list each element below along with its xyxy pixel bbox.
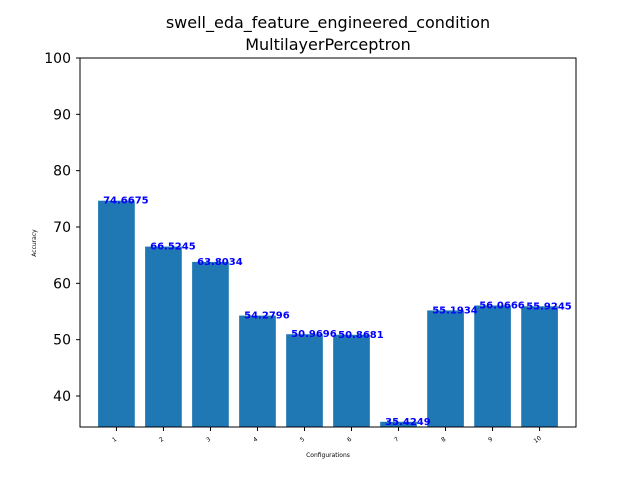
x-tick-label: 10 xyxy=(533,435,543,445)
chart-title: swell_eda_feature_engineered_condition xyxy=(166,13,490,33)
x-axis: 1 2 3 4 5 6 7 8 9 10 xyxy=(111,427,543,445)
y-axis: 40 50 60 70 80 90 100 xyxy=(44,51,80,405)
x-tick-label: 3 xyxy=(205,436,212,444)
x-tick-label: 6 xyxy=(346,436,353,444)
y-tick-label: 60 xyxy=(53,276,71,292)
plot-frame xyxy=(79,57,577,428)
bar-5 xyxy=(286,334,323,427)
y-tick-label: 80 xyxy=(53,164,71,180)
data-label-2: 66.5245 xyxy=(150,242,196,253)
bar-3 xyxy=(192,261,229,427)
y-tick-label: 70 xyxy=(53,220,71,236)
x-tick-label: 5 xyxy=(299,436,306,444)
bar-7 xyxy=(380,421,417,427)
x-axis-label: Configurations xyxy=(306,452,350,459)
bar-1 xyxy=(98,200,135,427)
bar-6 xyxy=(333,334,370,427)
data-label-9: 56.0666 xyxy=(479,301,525,312)
data-label-1: 74.6675 xyxy=(103,196,149,207)
chart-subtitle: MultilayerPerceptron xyxy=(245,35,411,54)
bar-group xyxy=(98,200,558,427)
y-tick-label: 90 xyxy=(53,107,71,123)
bar-9 xyxy=(474,305,511,427)
data-label-6: 50.8681 xyxy=(338,330,384,341)
x-tick-label: 9 xyxy=(487,436,494,444)
x-tick-label: 2 xyxy=(158,436,165,444)
bar-2 xyxy=(145,246,182,427)
data-label-7: 35.4249 xyxy=(385,417,431,428)
data-label-4: 54.2796 xyxy=(244,311,290,322)
x-tick-label: 1 xyxy=(111,436,118,444)
y-tick-label: 40 xyxy=(53,389,71,405)
bar-10 xyxy=(521,306,558,427)
y-tick-label: 50 xyxy=(53,333,71,349)
data-label-10: 55.9245 xyxy=(526,301,572,312)
data-label-3: 63.8034 xyxy=(197,257,243,268)
x-tick-label: 7 xyxy=(393,436,400,444)
data-label-5: 50.9696 xyxy=(291,329,337,340)
bar-4 xyxy=(239,315,276,427)
data-label-8: 55.1934 xyxy=(432,305,478,316)
x-tick-label: 8 xyxy=(440,436,447,444)
x-tick-label: 4 xyxy=(252,436,259,444)
y-axis-label: Accuracy xyxy=(31,229,38,257)
bar-8 xyxy=(427,310,464,427)
y-tick-label: 100 xyxy=(44,51,71,67)
